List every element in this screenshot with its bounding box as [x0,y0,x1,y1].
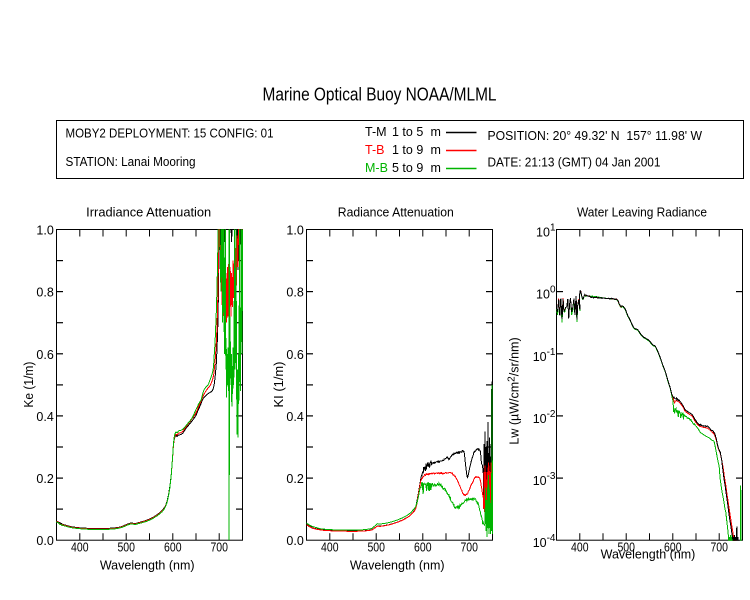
svg-text:500: 500 [367,541,385,555]
svg-text:POSITION: 20° 49.32' N 157° 1: POSITION: 20° 49.32' N 157° 11.98' W [488,129,703,143]
svg-text:600: 600 [414,541,432,555]
svg-text:DATE: 21:13 (GMT) 04 Jan 2001: DATE: 21:13 (GMT) 04 Jan 2001 [488,156,661,170]
svg-text:0.0: 0.0 [286,534,303,548]
svg-text:1 to 9: 1 to 9 [392,143,423,157]
svg-text:Water Leaving Radiance: Water Leaving Radiance [577,205,707,219]
svg-text:Irradiance Attenuation: Irradiance Attenuation [86,205,211,219]
svg-text:m: m [431,161,441,175]
svg-text:0.4: 0.4 [36,410,53,424]
svg-text:m: m [431,143,441,157]
svg-text:0.8: 0.8 [36,286,53,300]
svg-text:T-B: T-B [365,143,384,157]
svg-text:0.2: 0.2 [286,472,303,486]
svg-text:STATION: Lanai Mooring: STATION: Lanai Mooring [66,155,196,169]
svg-text:0.2: 0.2 [36,472,53,486]
svg-text:Ke (1/m): Ke (1/m) [22,362,36,408]
svg-text:5 to 9: 5 to 9 [392,161,423,175]
svg-text:0.6: 0.6 [286,348,303,362]
svg-text:600: 600 [164,541,182,555]
svg-text:Wavelength (nm): Wavelength (nm) [601,548,696,562]
svg-text:400: 400 [571,541,589,555]
svg-text:500: 500 [617,541,635,555]
svg-text:0.8: 0.8 [286,286,303,300]
svg-text:MOBY2 DEPLOYMENT: 15 CONFIG: 0: MOBY2 DEPLOYMENT: 15 CONFIG: 01 [66,127,274,141]
svg-text:700: 700 [460,541,478,555]
svg-text:0.0: 0.0 [36,534,53,548]
svg-text:0.6: 0.6 [36,348,53,362]
svg-text:600: 600 [664,541,682,555]
svg-text:Wavelength (nm): Wavelength (nm) [100,559,195,573]
svg-text:700: 700 [710,541,728,555]
svg-text:Lw (µW/cm2/sr/nm): Lw (µW/cm2/sr/nm) [507,337,522,444]
svg-text:1.0: 1.0 [36,224,53,238]
svg-text:1.0: 1.0 [286,224,303,238]
svg-text:0.4: 0.4 [286,410,303,424]
svg-text:T-M: T-M [365,125,387,139]
svg-text:Radiance Attenuation: Radiance Attenuation [338,205,454,219]
svg-text:400: 400 [71,541,89,555]
svg-text:Wavelength (nm): Wavelength (nm) [350,559,445,573]
svg-text:700: 700 [210,541,228,555]
svg-text:400: 400 [321,541,339,555]
svg-text:KI (1/m): KI (1/m) [272,362,286,408]
svg-text:M-B: M-B [365,161,388,175]
svg-text:1 to 5: 1 to 5 [392,125,423,139]
svg-text:Marine Optical Buoy NOAA/MLML: Marine Optical Buoy NOAA/MLML [263,85,497,105]
svg-text:m: m [431,125,441,139]
svg-text:500: 500 [117,541,135,555]
